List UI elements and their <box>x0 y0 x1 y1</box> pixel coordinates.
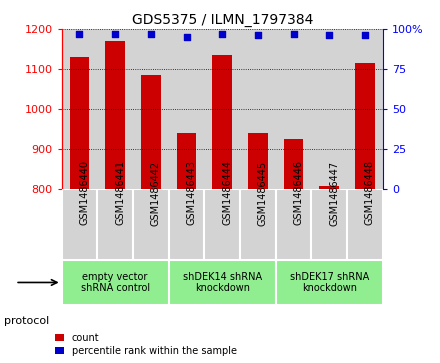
Point <box>219 31 226 37</box>
FancyBboxPatch shape <box>133 189 169 260</box>
Point <box>112 31 119 37</box>
Text: GSM1486442: GSM1486442 <box>151 160 161 225</box>
Point <box>76 31 83 37</box>
Text: shDEK17 shRNA
knockdown: shDEK17 shRNA knockdown <box>290 272 369 293</box>
Bar <box>204 29 240 189</box>
Bar <box>169 29 204 189</box>
Point <box>183 34 190 40</box>
FancyBboxPatch shape <box>276 260 383 305</box>
Text: GSM1486448: GSM1486448 <box>365 160 375 225</box>
Bar <box>284 139 304 189</box>
Bar <box>70 57 89 189</box>
Bar <box>240 29 276 189</box>
Text: GSM1486446: GSM1486446 <box>293 160 304 225</box>
Bar <box>177 133 196 189</box>
Bar <box>213 55 232 189</box>
FancyBboxPatch shape <box>276 189 312 260</box>
FancyBboxPatch shape <box>97 189 133 260</box>
FancyBboxPatch shape <box>204 189 240 260</box>
FancyBboxPatch shape <box>169 260 276 305</box>
Bar <box>105 41 125 189</box>
Bar <box>355 63 375 189</box>
Bar <box>97 29 133 189</box>
Bar <box>133 29 169 189</box>
Bar <box>141 75 161 189</box>
Bar <box>347 29 383 189</box>
FancyBboxPatch shape <box>347 189 383 260</box>
Text: shDEK14 shRNA
knockdown: shDEK14 shRNA knockdown <box>183 272 262 293</box>
Text: GSM1486443: GSM1486443 <box>187 160 197 225</box>
Point <box>361 33 368 38</box>
Title: GDS5375 / ILMN_1797384: GDS5375 / ILMN_1797384 <box>132 13 313 26</box>
FancyBboxPatch shape <box>312 189 347 260</box>
Bar <box>248 133 268 189</box>
FancyBboxPatch shape <box>169 189 204 260</box>
FancyBboxPatch shape <box>240 189 276 260</box>
Bar <box>276 29 312 189</box>
Bar <box>62 29 97 189</box>
Legend: count, percentile rank within the sample: count, percentile rank within the sample <box>53 331 238 358</box>
Point <box>147 31 154 37</box>
FancyBboxPatch shape <box>62 260 169 305</box>
Point <box>326 33 333 38</box>
Text: empty vector
shRNA control: empty vector shRNA control <box>81 272 150 293</box>
Bar <box>312 29 347 189</box>
Bar <box>319 186 339 189</box>
FancyBboxPatch shape <box>62 189 97 260</box>
Point <box>290 31 297 37</box>
Text: GSM1486447: GSM1486447 <box>329 160 339 225</box>
Text: GSM1486444: GSM1486444 <box>222 160 232 225</box>
Text: GSM1486441: GSM1486441 <box>115 160 125 225</box>
Text: GSM1486440: GSM1486440 <box>80 160 89 225</box>
Point <box>254 33 261 38</box>
Text: protocol: protocol <box>4 316 50 326</box>
Text: GSM1486445: GSM1486445 <box>258 160 268 225</box>
